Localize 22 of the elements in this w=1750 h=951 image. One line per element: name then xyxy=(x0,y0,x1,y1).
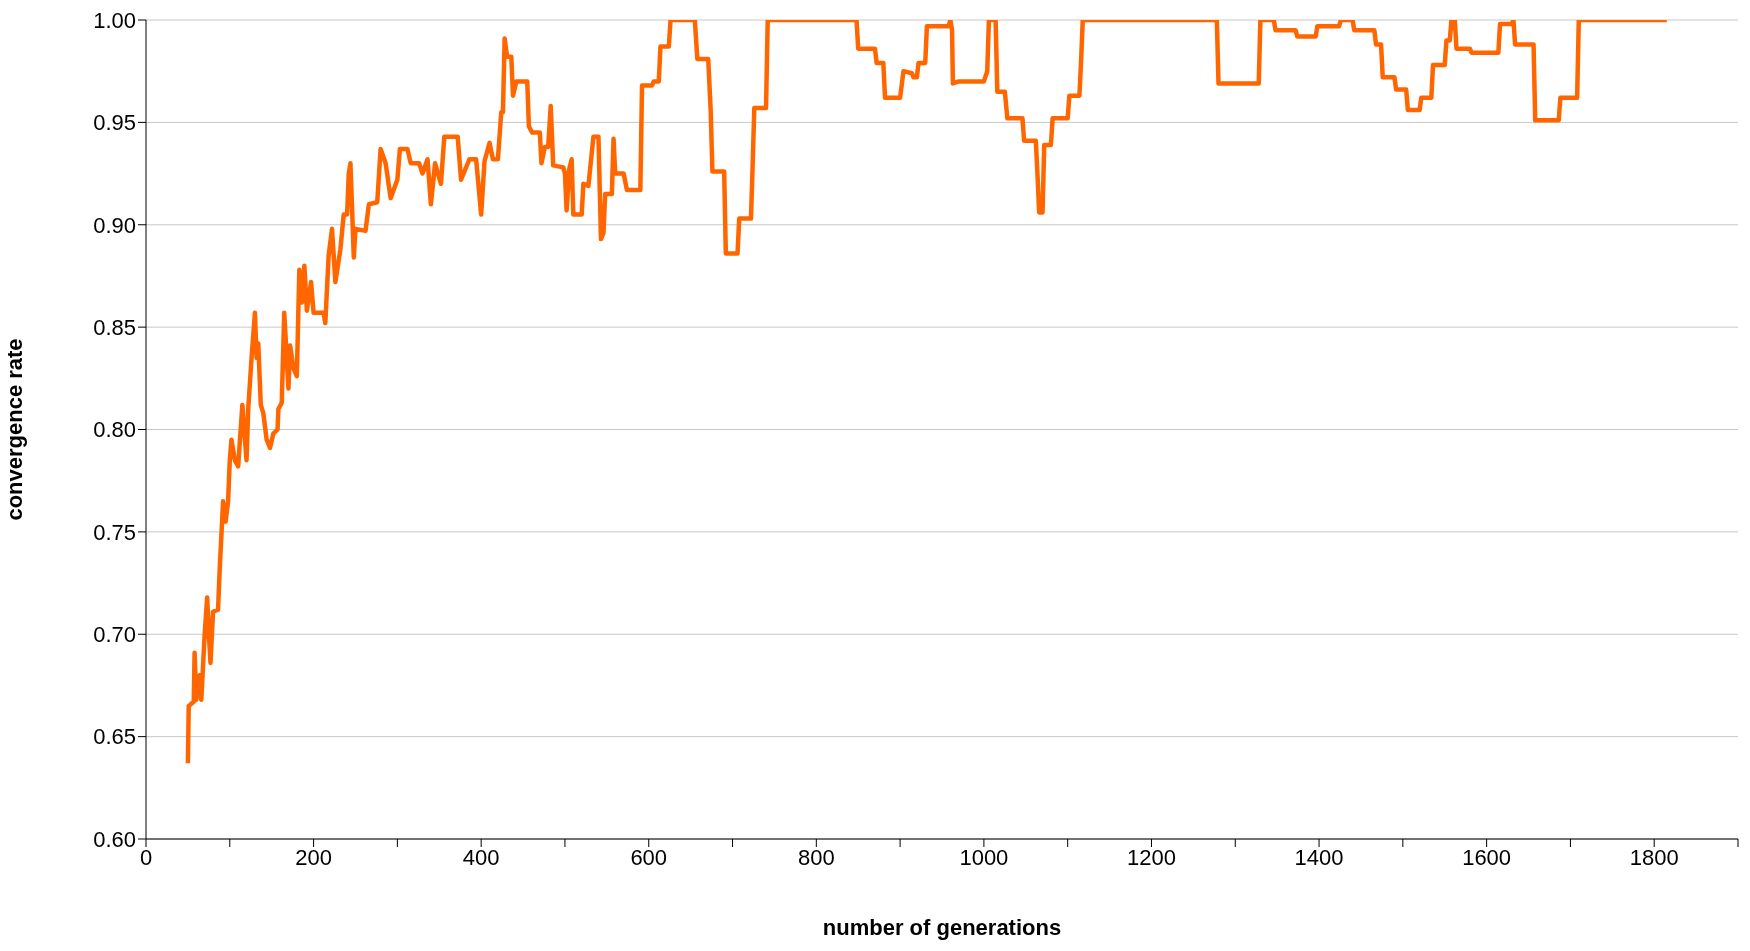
y-tick-label: 0.60 xyxy=(93,826,136,852)
x-tick-label: 1000 xyxy=(959,844,1009,870)
x-tick-label: 800 xyxy=(797,844,835,870)
x-tick-label: 1800 xyxy=(1629,844,1679,870)
y-tick-label: 0.65 xyxy=(93,724,136,750)
y-tick-label: 0.90 xyxy=(93,212,136,238)
x-tick-label: 1600 xyxy=(1462,844,1512,870)
y-tick-label: 0.95 xyxy=(93,110,136,136)
y-tick-label: 1.00 xyxy=(93,7,136,33)
x-tick-label: 0 xyxy=(139,844,153,870)
y-axis-title: convergence rate xyxy=(1,338,27,521)
y-tick-label: 0.75 xyxy=(93,519,136,545)
x-tick-label: 200 xyxy=(295,844,332,870)
y-tick-label: 0.70 xyxy=(93,622,136,648)
x-tick-label: 1400 xyxy=(1294,844,1344,870)
x-tick-label: 400 xyxy=(462,844,500,870)
x-axis-title: number of generations xyxy=(822,915,1062,940)
line-series xyxy=(185,20,1670,766)
y-tick-label: 0.85 xyxy=(93,314,136,340)
x-tick-label: 1200 xyxy=(1127,844,1176,870)
y-tick-label: 0.80 xyxy=(93,417,136,443)
x-tick-label: 600 xyxy=(630,844,668,870)
